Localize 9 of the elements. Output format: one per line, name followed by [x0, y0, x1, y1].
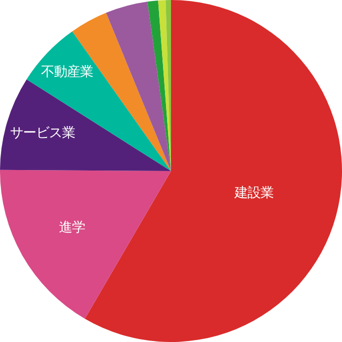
slice-label: サービス業 — [10, 126, 75, 142]
slice-label: 不動産業 — [41, 64, 94, 80]
pie-slice — [106, 2, 171, 171]
pie-slice — [26, 31, 171, 171]
pie-slice — [0, 79, 171, 171]
slice-label: 建設業 — [233, 186, 274, 202]
pie-slice — [147, 0, 171, 171]
pie-slice — [0, 170, 171, 319]
slice-label: 進学 — [59, 220, 86, 236]
